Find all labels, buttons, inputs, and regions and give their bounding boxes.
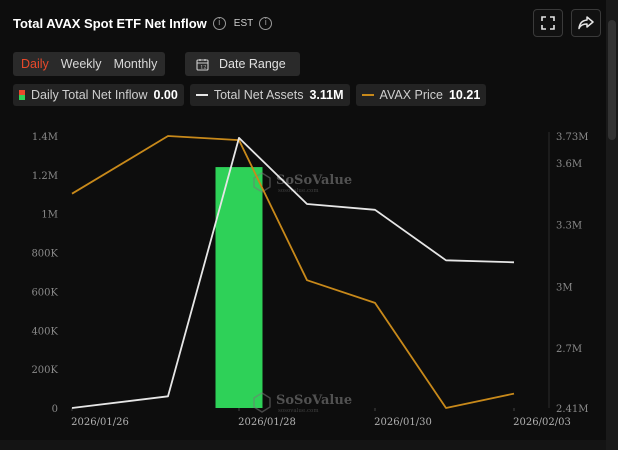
y-left-tick-label: 1.4M <box>32 132 58 143</box>
x-tick-label: 2026/01/30 <box>374 417 432 428</box>
watermark-subtext: sosovalue.com <box>278 408 319 414</box>
watermark-text: SoSoValue <box>276 173 352 188</box>
fullscreen-button[interactable] <box>533 9 563 37</box>
x-tick-label: 2026/01/26 <box>71 417 129 428</box>
assets-swatch <box>195 94 208 96</box>
y-axis-right: 2.41M 2.7M 3M 3.3M 3.6M 3.73M <box>548 132 589 415</box>
legend-inflow[interactable]: Daily Total Net Inflow 0.00 <box>13 84 184 106</box>
legend-price[interactable]: AVAX Price 10.21 <box>355 84 487 106</box>
legend-assets[interactable]: Total Net Assets 3.11M <box>189 84 350 106</box>
avax-price-line <box>71 135 515 409</box>
y-right-tick-label: 3.6M <box>556 159 582 170</box>
ticker-strip <box>0 440 606 450</box>
chart-plot: 0 200K 400K 600K 800K 1M 1.2M 1.4M 2.41M 2.7M 3M 3… <box>31 132 589 428</box>
timezone-info-icon[interactable]: i <box>259 16 273 30</box>
chart-legend: Daily Total Net Inflow 0.00 Total Net As… <box>13 84 487 106</box>
y-right-tick-label: 2.7M <box>556 344 582 355</box>
y-right-tick-label: 3M <box>556 282 573 293</box>
y-left-tick-label: 0 <box>52 404 58 415</box>
chart-header: Total AVAX Spot ETF Net Inflow i EST i <box>13 12 273 34</box>
y-left-tick-label: 1M <box>41 210 58 221</box>
period-selector: Daily Weekly Monthly <box>13 52 166 76</box>
x-tick-label: 2026/02/03 <box>513 417 571 428</box>
legend-assets-label: Total Net Assets <box>213 88 304 102</box>
timezone-label: EST <box>233 17 254 29</box>
y-left-tick-label: 200K <box>31 365 58 376</box>
inflow-bar <box>215 167 263 408</box>
net-assets-line <box>71 137 515 409</box>
x-tick-label: 2026/01/28 <box>238 417 296 428</box>
y-left-tick-label: 600K <box>31 287 58 298</box>
period-monthly-button[interactable]: Monthly <box>113 57 158 71</box>
date-range-button[interactable]: 12 Date Range <box>185 52 300 76</box>
series-lines <box>71 135 515 409</box>
period-daily-button[interactable]: Daily <box>21 57 49 71</box>
watermark-logo-icon <box>253 392 271 413</box>
x-axis: 2026/01/26 2026/01/28 2026/01/30 2026/02/03 <box>71 408 571 428</box>
y-right-tick-label: 3.3M <box>556 221 582 232</box>
watermark-logo-icon <box>253 172 271 193</box>
period-weekly-button[interactable]: Weekly <box>60 57 102 71</box>
scrollbar-thumb[interactable] <box>608 20 616 140</box>
price-swatch <box>361 94 374 96</box>
share-icon <box>578 16 594 30</box>
legend-inflow-label: Daily Total Net Inflow <box>31 88 148 102</box>
watermark-subtext: sosovalue.com <box>278 188 319 194</box>
y-left-tick-label: 1.2M <box>32 171 58 182</box>
calendar-icon: 12 <box>196 58 209 71</box>
y-left-tick-label: 800K <box>31 249 58 260</box>
y-right-tick-label: 3.73M <box>556 132 589 143</box>
date-range-label: Date Range <box>219 57 286 71</box>
legend-assets-value: 3.11M <box>309 88 344 102</box>
info-icon[interactable]: i <box>212 16 226 30</box>
legend-price-value: 10.21 <box>448 88 481 102</box>
watermark-text: SoSoValue <box>276 393 352 408</box>
watermark-group: SoSoValuesosovalue.comSoSoValuesosovalue… <box>253 172 352 414</box>
inflow-swatch <box>19 90 25 100</box>
y-left-tick-label: 400K <box>31 326 58 337</box>
inflow-bars <box>215 167 263 408</box>
legend-inflow-value: 0.00 <box>153 88 178 102</box>
chart-title: Total AVAX Spot ETF Net Inflow <box>13 15 207 31</box>
legend-price-label: AVAX Price <box>379 88 443 102</box>
svg-text:12: 12 <box>200 64 206 70</box>
y-right-tick-label: 2.41M <box>556 404 589 415</box>
y-axis-left: 0 200K 400K 600K 800K 1M 1.2M 1.4M <box>31 132 58 415</box>
fullscreen-icon <box>541 16 555 30</box>
share-button[interactable] <box>571 9 601 37</box>
